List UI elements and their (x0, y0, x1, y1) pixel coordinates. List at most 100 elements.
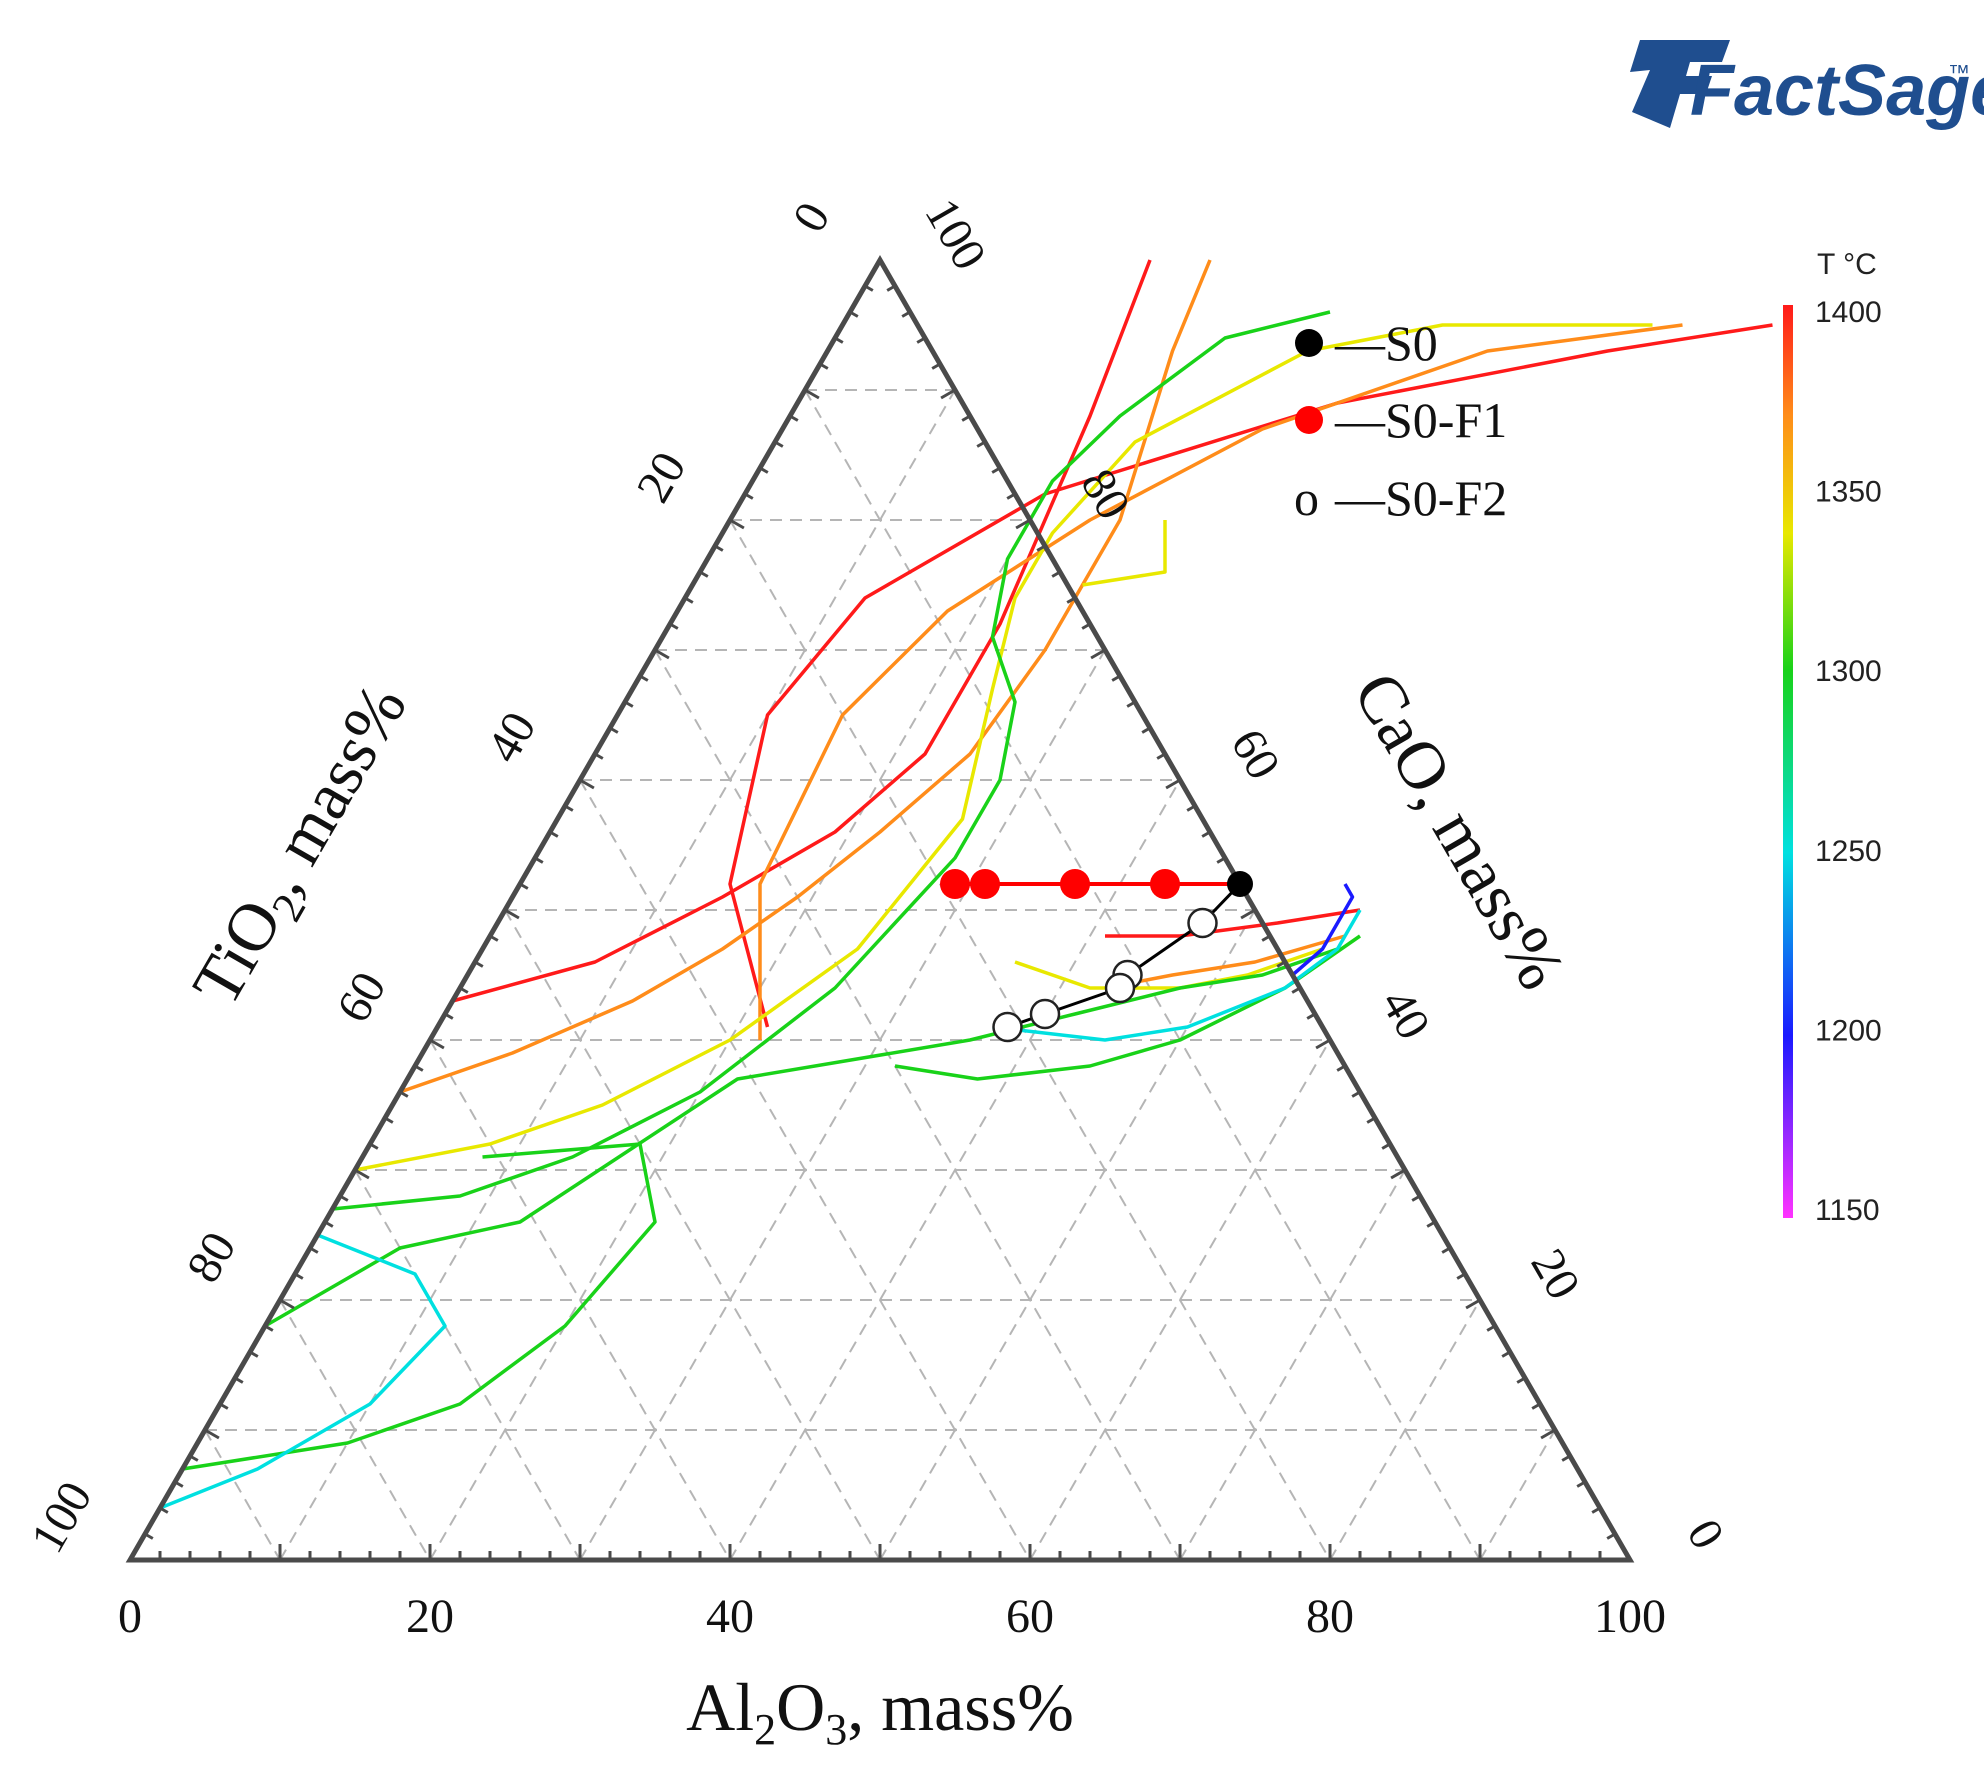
tick-cao (1351, 1090, 1361, 1098)
tick-cao (1216, 856, 1226, 864)
factsage-logo: FactSage ™ (1630, 40, 1984, 131)
legend-label-s0-f1: —S0-F1 (1334, 392, 1507, 448)
grid-line (654, 649, 1181, 1561)
tick-cao (1081, 622, 1091, 630)
tick-tio2 (624, 700, 634, 708)
isotherm-line (758, 323, 1683, 1040)
tick-cao (1156, 752, 1166, 760)
tick-cao (1306, 1012, 1316, 1020)
tick-tio2 (354, 1168, 370, 1180)
grid-line (279, 389, 956, 1561)
tick-tio2 (384, 1116, 394, 1124)
tick-cao (1111, 674, 1121, 682)
grid-line (204, 1429, 281, 1561)
isotherm-line (992, 909, 1362, 1042)
colorbar-tick-label: 1200 (1815, 1014, 1882, 1047)
tick-cao (1426, 1220, 1436, 1228)
tio2-tick-label: 100 (21, 1473, 103, 1562)
tick-tio2 (744, 492, 754, 500)
tick-cao (1126, 700, 1136, 708)
triangle-outline (125, 254, 1635, 1563)
cao-tick-label: 100 (914, 190, 996, 279)
s0-point (1227, 871, 1253, 897)
isotherm-line (728, 323, 1773, 1028)
colorbar-tick-label: 1300 (1815, 655, 1882, 688)
tick-cao (1186, 804, 1196, 812)
tick-tio2 (474, 960, 484, 968)
tick-tio2 (759, 466, 769, 474)
tick-tio2 (609, 726, 619, 734)
tick-tio2 (594, 752, 604, 760)
tick-cao (901, 310, 911, 318)
s0-f2-point (1104, 972, 1136, 1004)
al2o3-tick-label: 0 (118, 1590, 142, 1643)
tick-tio2 (444, 1012, 454, 1020)
al2o3-tick-label: 20 (406, 1590, 454, 1643)
grid-line (1329, 1299, 1481, 1561)
tick-cao (1315, 1038, 1331, 1050)
grid-line (879, 909, 1256, 1561)
cao-tick-label: 40 (1370, 980, 1440, 1048)
grid-lines (204, 389, 1556, 1561)
isotherm-line (1291, 883, 1355, 977)
tick-tio2 (459, 986, 469, 994)
tick-cao (1261, 934, 1271, 942)
cao-tick-label: 0 (1676, 1511, 1734, 1558)
tick-tio2 (489, 934, 499, 942)
isotherm-line (332, 310, 1331, 1211)
logo-f-mark (1630, 40, 1730, 128)
tick-tio2 (339, 1194, 349, 1202)
tio2-tick-label: 40 (477, 703, 547, 771)
tick-tio2 (699, 570, 709, 578)
logo-trademark: ™ (1948, 60, 1970, 85)
tick-tio2 (639, 674, 649, 682)
tick-cao (976, 440, 986, 448)
legend-label-s0-f2: —S0-F2 (1334, 470, 1507, 526)
tick-tio2 (234, 1376, 244, 1384)
tick-tio2 (324, 1220, 334, 1228)
isotherm-line (894, 934, 1361, 1081)
colorbar-title: T °C (1817, 248, 1877, 281)
tick-tio2 (519, 882, 529, 890)
legend-marker-s0-f1 (1295, 406, 1323, 434)
tick-cao (1576, 1480, 1586, 1488)
colorbar-bar (1783, 305, 1793, 1218)
tick-tio2 (399, 1090, 409, 1098)
tick-tio2 (189, 1454, 199, 1462)
tick-tio2 (144, 1532, 154, 1540)
tick-cao (1336, 1064, 1346, 1072)
isotherm-line (354, 323, 1653, 1172)
tick-cao (1591, 1506, 1601, 1514)
logo-text: FactSage (1690, 51, 1984, 131)
al2o3-tick-label: 100 (1594, 1590, 1666, 1643)
tick-marks (144, 284, 1616, 1560)
tick-cao (1501, 1350, 1511, 1358)
tick-tio2 (789, 414, 799, 422)
tick-cao (1051, 570, 1061, 578)
cao-tick-label: 80 (1070, 460, 1140, 528)
s0-f1-point (1150, 869, 1180, 899)
legend-marker-s0-f2: o (1294, 470, 1319, 526)
tick-tio2 (684, 596, 694, 604)
isotherm-line (399, 259, 1212, 1094)
cao-tick-label: 20 (1520, 1240, 1590, 1308)
colorbar: T °C 1400 1350 1300 1250 1200 1150 (1783, 248, 1882, 1227)
tick-cao (1090, 648, 1106, 660)
isotherm-line (452, 259, 1152, 1003)
s0-f2-point (1029, 998, 1061, 1030)
tick-tio2 (819, 362, 829, 370)
tick-tio2 (579, 778, 595, 790)
tick-cao (1516, 1376, 1526, 1384)
tick-cao (1456, 1272, 1466, 1280)
tick-tio2 (219, 1402, 229, 1410)
grid-line (804, 389, 1481, 1561)
tick-tio2 (294, 1272, 304, 1280)
tick-cao (1540, 1428, 1556, 1440)
tio2-tick-label: 20 (627, 443, 697, 511)
tick-tio2 (864, 284, 874, 292)
tick-tio2 (264, 1324, 274, 1332)
s0-f1-point (940, 869, 970, 899)
tick-cao (1381, 1142, 1391, 1150)
tick-tio2 (834, 336, 844, 344)
